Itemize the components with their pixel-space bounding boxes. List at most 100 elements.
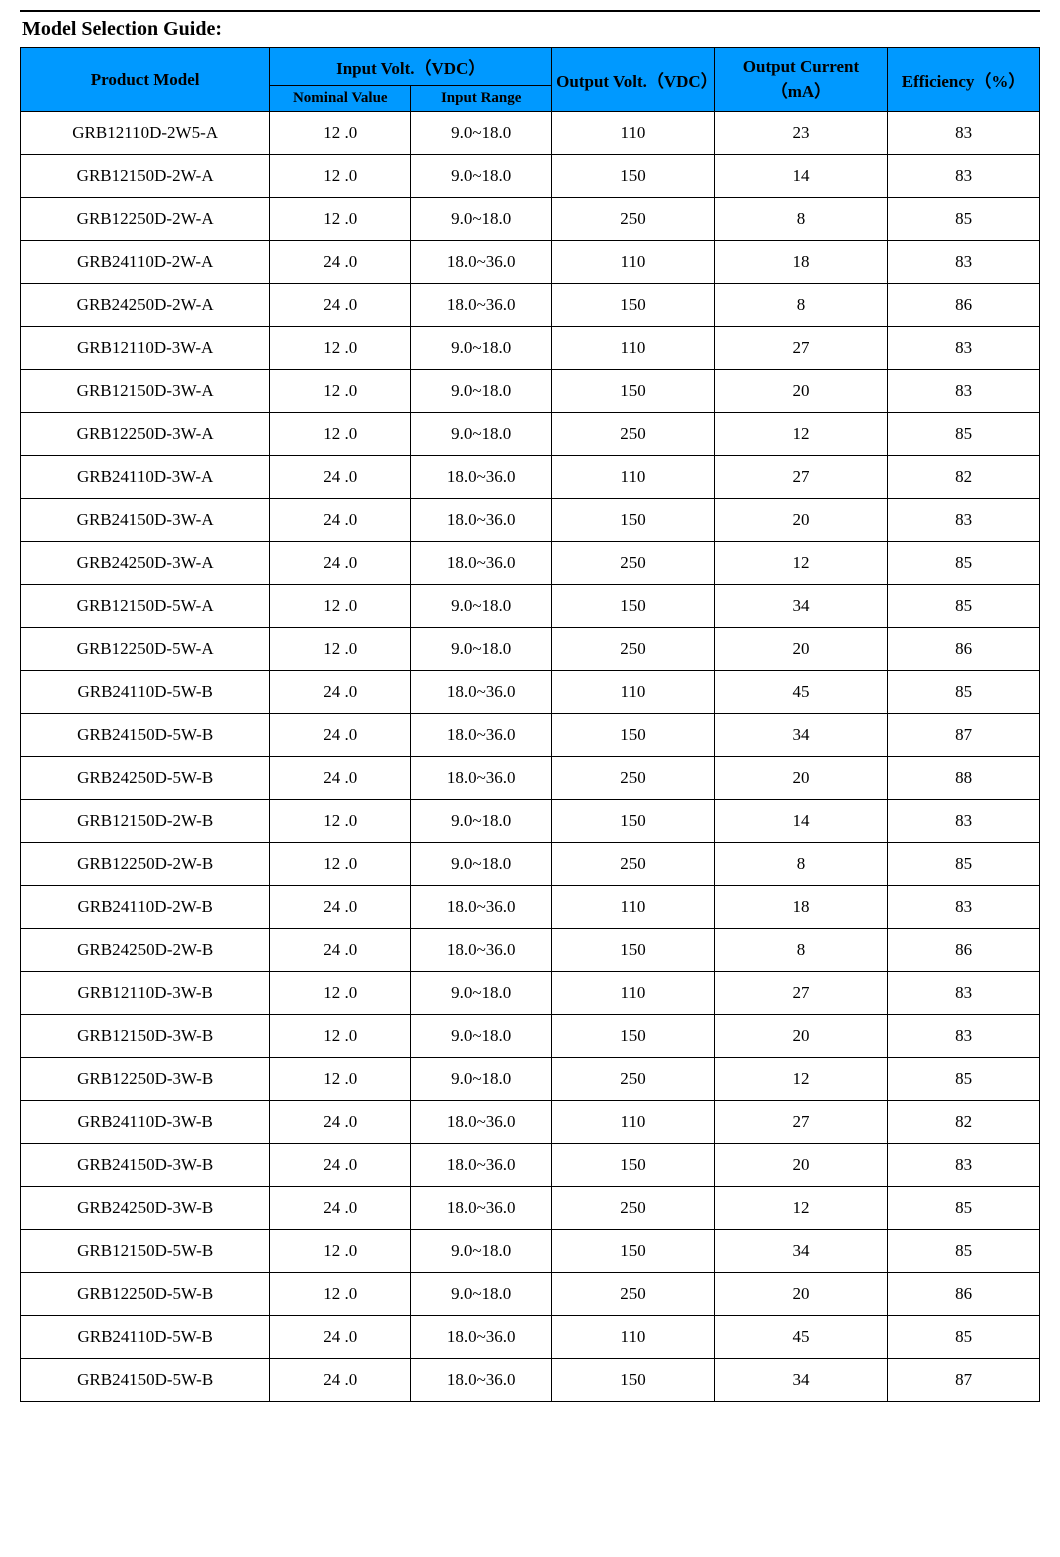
cell-product-model: GRB12110D-2W5-A (21, 112, 270, 155)
table-row: GRB12150D-3W-B12 .09.0~18.01502083 (21, 1015, 1040, 1058)
cell-efficiency: 83 (888, 1144, 1040, 1187)
cell-input-range: 9.0~18.0 (411, 1273, 552, 1316)
table-row: GRB12250D-2W-A12 .09.0~18.0250885 (21, 198, 1040, 241)
cell-product-model: GRB24250D-3W-B (21, 1187, 270, 1230)
cell-efficiency: 86 (888, 284, 1040, 327)
cell-input-range: 9.0~18.0 (411, 155, 552, 198)
cell-output-current: 20 (714, 1015, 887, 1058)
cell-output-volt: 110 (552, 671, 715, 714)
cell-product-model: GRB24250D-2W-A (21, 284, 270, 327)
cell-efficiency: 85 (888, 1187, 1040, 1230)
cell-efficiency: 82 (888, 1101, 1040, 1144)
cell-nominal-value: 12 .0 (270, 585, 411, 628)
cell-product-model: GRB12150D-5W-A (21, 585, 270, 628)
cell-output-volt: 110 (552, 1101, 715, 1144)
table-row: GRB12110D-2W5-A12 .09.0~18.01102383 (21, 112, 1040, 155)
cell-output-volt: 110 (552, 972, 715, 1015)
cell-output-volt: 110 (552, 112, 715, 155)
cell-nominal-value: 24 .0 (270, 757, 411, 800)
cell-output-current: 23 (714, 112, 887, 155)
cell-nominal-value: 12 .0 (270, 413, 411, 456)
cell-output-current: 8 (714, 284, 887, 327)
cell-output-current: 45 (714, 1316, 887, 1359)
cell-nominal-value: 24 .0 (270, 284, 411, 327)
cell-nominal-value: 12 .0 (270, 628, 411, 671)
cell-input-range: 9.0~18.0 (411, 112, 552, 155)
cell-nominal-value: 24 .0 (270, 671, 411, 714)
cell-product-model: GRB24110D-2W-A (21, 241, 270, 284)
cell-input-range: 18.0~36.0 (411, 929, 552, 972)
cell-efficiency: 85 (888, 1058, 1040, 1101)
cell-input-range: 9.0~18.0 (411, 1058, 552, 1101)
table-row: GRB24150D-3W-A24 .018.0~36.01502083 (21, 499, 1040, 542)
cell-output-current: 27 (714, 327, 887, 370)
cell-efficiency: 88 (888, 757, 1040, 800)
cell-output-volt: 150 (552, 800, 715, 843)
cell-input-range: 18.0~36.0 (411, 757, 552, 800)
cell-product-model: GRB24150D-5W-B (21, 1359, 270, 1402)
table-row: GRB24110D-2W-A24 .018.0~36.01101883 (21, 241, 1040, 284)
cell-output-volt: 110 (552, 327, 715, 370)
model-selection-table: Product Model Input Volt.（VDC） Output Vo… (20, 47, 1040, 1402)
cell-product-model: GRB12150D-3W-A (21, 370, 270, 413)
cell-nominal-value: 24 .0 (270, 241, 411, 284)
cell-output-current: 8 (714, 843, 887, 886)
cell-input-range: 9.0~18.0 (411, 843, 552, 886)
cell-nominal-value: 24 .0 (270, 499, 411, 542)
cell-product-model: GRB24150D-3W-B (21, 1144, 270, 1187)
cell-product-model: GRB12150D-2W-B (21, 800, 270, 843)
top-rule (20, 10, 1040, 12)
cell-output-current: 20 (714, 757, 887, 800)
table-row: GRB12250D-5W-A12 .09.0~18.02502086 (21, 628, 1040, 671)
cell-input-range: 9.0~18.0 (411, 800, 552, 843)
cell-input-range: 18.0~36.0 (411, 542, 552, 585)
cell-output-current: 34 (714, 585, 887, 628)
cell-output-current: 20 (714, 499, 887, 542)
cell-output-current: 18 (714, 886, 887, 929)
cell-product-model: GRB24250D-5W-B (21, 757, 270, 800)
cell-output-volt: 250 (552, 413, 715, 456)
cell-input-range: 9.0~18.0 (411, 370, 552, 413)
cell-input-range: 9.0~18.0 (411, 327, 552, 370)
cell-output-volt: 150 (552, 1359, 715, 1402)
cell-output-volt: 110 (552, 886, 715, 929)
cell-product-model: GRB12250D-2W-B (21, 843, 270, 886)
cell-output-volt: 110 (552, 1316, 715, 1359)
table-row: GRB12150D-3W-A12 .09.0~18.01502083 (21, 370, 1040, 413)
cell-input-range: 9.0~18.0 (411, 413, 552, 456)
table-row: GRB12250D-5W-B12 .09.0~18.02502086 (21, 1273, 1040, 1316)
cell-efficiency: 83 (888, 327, 1040, 370)
cell-product-model: GRB24110D-3W-A (21, 456, 270, 499)
cell-output-current: 12 (714, 1058, 887, 1101)
table-row: GRB24250D-3W-A24 .018.0~36.02501285 (21, 542, 1040, 585)
cell-efficiency: 83 (888, 972, 1040, 1015)
cell-output-volt: 250 (552, 1187, 715, 1230)
cell-efficiency: 83 (888, 800, 1040, 843)
cell-nominal-value: 12 .0 (270, 843, 411, 886)
cell-output-volt: 250 (552, 757, 715, 800)
table-row: GRB12250D-3W-B12 .09.0~18.02501285 (21, 1058, 1040, 1101)
cell-output-current: 20 (714, 1144, 887, 1187)
cell-efficiency: 85 (888, 585, 1040, 628)
cell-nominal-value: 12 .0 (270, 112, 411, 155)
cell-nominal-value: 24 .0 (270, 714, 411, 757)
cell-output-volt: 110 (552, 456, 715, 499)
cell-efficiency: 85 (888, 1230, 1040, 1273)
cell-product-model: GRB24250D-2W-B (21, 929, 270, 972)
cell-nominal-value: 12 .0 (270, 800, 411, 843)
cell-nominal-value: 24 .0 (270, 1359, 411, 1402)
cell-efficiency: 86 (888, 929, 1040, 972)
cell-nominal-value: 12 .0 (270, 972, 411, 1015)
cell-nominal-value: 12 .0 (270, 1230, 411, 1273)
cell-product-model: GRB24150D-3W-A (21, 499, 270, 542)
cell-output-current: 14 (714, 800, 887, 843)
table-row: GRB12110D-3W-A12 .09.0~18.01102783 (21, 327, 1040, 370)
cell-input-range: 18.0~36.0 (411, 499, 552, 542)
cell-nominal-value: 24 .0 (270, 929, 411, 972)
cell-efficiency: 85 (888, 843, 1040, 886)
cell-output-current: 12 (714, 542, 887, 585)
cell-output-current: 27 (714, 456, 887, 499)
cell-output-current: 8 (714, 929, 887, 972)
cell-product-model: GRB24110D-3W-B (21, 1101, 270, 1144)
cell-input-range: 18.0~36.0 (411, 886, 552, 929)
